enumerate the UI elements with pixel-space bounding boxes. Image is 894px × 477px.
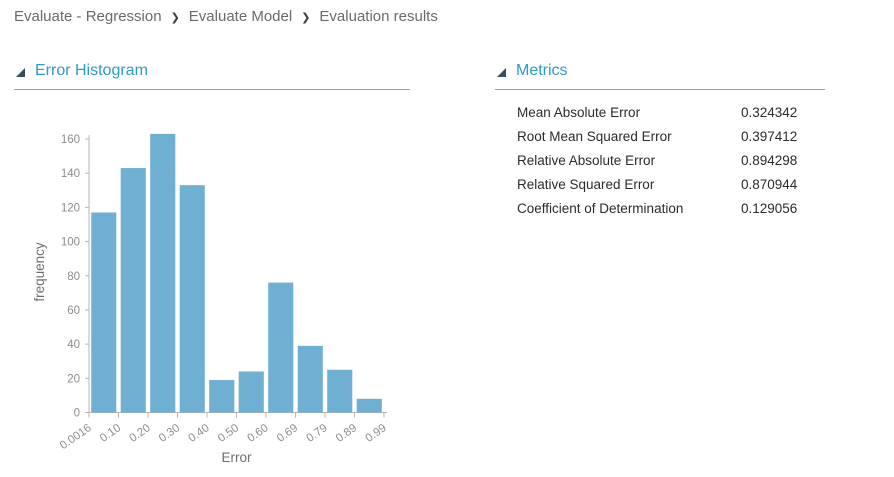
- breadcrumb: Evaluate - Regression ❯ Evaluate Model ❯ Eva…: [14, 8, 438, 25]
- y-axis-tick-label: 100: [61, 237, 80, 249]
- metric-value: 0.397412: [741, 129, 798, 144]
- y-axis-tick-label: 120: [61, 202, 80, 214]
- metrics-table: Mean Absolute Error 0.324342 Root Mean Squ…: [495, 101, 825, 221]
- y-axis-tick-label: 0: [74, 408, 80, 420]
- metrics-section: Metrics Mean Absolute Error 0.324342 Root …: [495, 60, 825, 221]
- x-axis-tick-label: 0.0016: [58, 422, 94, 452]
- y-axis-tick-label: 140: [61, 168, 80, 180]
- histogram-bar: [120, 168, 146, 413]
- metric-row: Relative Absolute Error 0.894298: [517, 149, 825, 173]
- x-axis-tick-label: 0.99: [363, 422, 388, 445]
- x-axis-tick-label: 0.10: [98, 422, 123, 445]
- y-axis-tick-label: 160: [61, 134, 80, 146]
- metric-row: Mean Absolute Error 0.324342: [517, 101, 825, 125]
- metric-label: Relative Absolute Error: [517, 153, 656, 168]
- x-axis-tick-label: 0.89: [334, 422, 359, 445]
- y-axis-tick-label: 20: [67, 373, 80, 385]
- breadcrumb-item-2[interactable]: Evaluate Model: [188, 8, 293, 25]
- histogram-bar: [327, 369, 353, 413]
- chevron-right-icon: ❯: [170, 12, 180, 24]
- y-axis-title: frequency: [32, 242, 47, 302]
- x-axis-tick-label: 0.79: [304, 422, 329, 445]
- histogram-bar: [179, 185, 205, 413]
- metric-value: 0.870944: [741, 177, 798, 192]
- metric-value: 0.324342: [741, 105, 798, 120]
- metric-row: Coefficient of Determination 0.129056: [517, 197, 825, 221]
- breadcrumb-item-3: Evaluation results: [319, 8, 438, 25]
- metrics-section-header[interactable]: Metrics: [495, 60, 825, 90]
- x-axis-title: Error: [222, 450, 253, 465]
- error-histogram-section: Error Histogram: [14, 60, 410, 90]
- x-axis-tick-label: 0.40: [186, 422, 211, 445]
- histogram-bar: [238, 371, 264, 413]
- x-axis-tick-label: 0.69: [275, 422, 300, 445]
- histogram-bar: [268, 282, 294, 413]
- collapse-triangle-icon: [497, 67, 506, 77]
- collapse-triangle-icon: [16, 67, 25, 77]
- x-axis-tick-label: 0.20: [127, 422, 152, 445]
- metric-label: Coefficient of Determination: [517, 201, 684, 216]
- histogram-bar: [91, 212, 117, 413]
- histogram-bar: [150, 133, 176, 413]
- y-axis-tick-label: 60: [67, 305, 80, 317]
- section-title: Error Histogram: [35, 62, 148, 79]
- chevron-right-icon: ❯: [301, 12, 311, 24]
- histogram-bar: [209, 380, 235, 413]
- x-axis-tick-label: 0.30: [157, 422, 182, 445]
- metric-row: Relative Squared Error 0.870944: [517, 173, 825, 197]
- x-axis-tick-label: 0.60: [245, 422, 270, 445]
- metric-row: Root Mean Squared Error 0.397412: [517, 125, 825, 149]
- histogram-bar: [356, 398, 382, 413]
- x-axis-tick-label: 0.50: [216, 422, 241, 445]
- breadcrumb-item-1[interactable]: Evaluate - Regression: [14, 8, 162, 25]
- y-axis-tick-label: 40: [67, 339, 80, 351]
- histogram-bar: [297, 345, 323, 413]
- metric-value: 0.894298: [741, 153, 798, 168]
- error-histogram-section-header[interactable]: Error Histogram: [14, 60, 410, 90]
- metric-value: 0.129056: [741, 201, 798, 216]
- metric-label: Mean Absolute Error: [517, 105, 641, 120]
- metric-label: Relative Squared Error: [517, 177, 655, 192]
- section-title: Metrics: [516, 62, 568, 79]
- y-axis-tick-label: 80: [67, 271, 80, 283]
- metric-label: Root Mean Squared Error: [517, 129, 672, 144]
